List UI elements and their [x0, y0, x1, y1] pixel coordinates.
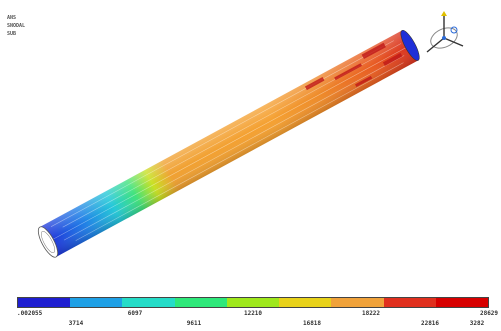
legend-swatch	[174, 298, 227, 307]
info-line-3: SUB	[7, 31, 17, 37]
model-viewport[interactable]	[0, 0, 501, 290]
legend-swatch	[331, 298, 384, 307]
legend-swatch	[122, 298, 175, 307]
rod-model	[37, 29, 420, 258]
legend-swatch	[383, 298, 436, 307]
legend-label-bottom: 9611	[186, 320, 202, 327]
result-info-block: ANS SNODAL SUB	[7, 14, 25, 38]
legend-label-bottom: 22816	[420, 320, 440, 327]
legend-swatch	[70, 298, 123, 307]
legend-label-top: 6097	[127, 310, 143, 317]
legend-swatch	[435, 298, 488, 307]
legend-label-top: .002055	[17, 310, 43, 317]
legend-label-top: 28629	[479, 310, 499, 317]
info-line-2: SNODAL	[7, 23, 26, 29]
legend-label-top: 12210	[243, 310, 263, 317]
legend-label-bottom: 16818	[302, 320, 322, 327]
coordinate-triad-icon	[426, 11, 464, 53]
contour-legend: .002055 6097 12210 18222 28629 3714 9611 16818…	[17, 297, 498, 331]
legend-label-top: 18222	[361, 310, 381, 317]
legend-swatch	[18, 298, 71, 307]
legend-swatch	[226, 298, 280, 307]
legend-label-bottom: 3714	[68, 320, 84, 327]
info-line-1: ANS	[7, 15, 17, 21]
legend-label-bottom: 3282	[469, 320, 485, 327]
legend-swatch	[279, 298, 332, 307]
legend-color-bar	[17, 297, 489, 308]
